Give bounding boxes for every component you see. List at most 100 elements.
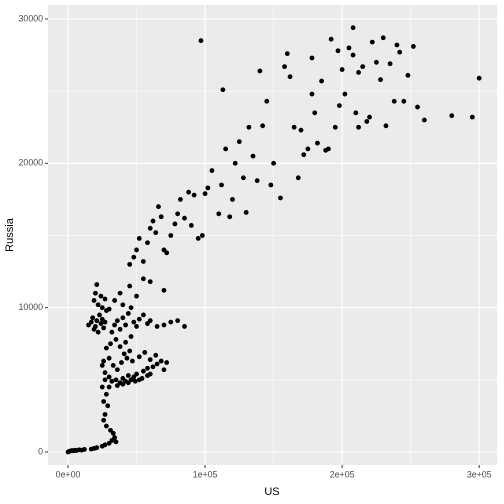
point xyxy=(172,221,178,227)
point xyxy=(410,44,416,49)
point xyxy=(136,354,142,360)
point xyxy=(127,348,133,354)
point xyxy=(103,391,109,397)
point xyxy=(134,247,139,253)
point xyxy=(108,427,113,433)
point xyxy=(356,70,361,75)
point xyxy=(236,139,242,145)
point xyxy=(147,225,153,231)
point xyxy=(134,371,139,377)
point xyxy=(119,360,124,365)
point xyxy=(103,423,109,429)
point xyxy=(309,55,315,61)
plot-panel xyxy=(48,5,497,465)
point xyxy=(112,298,118,303)
point xyxy=(120,315,126,321)
point xyxy=(346,45,352,51)
point xyxy=(101,325,107,331)
point xyxy=(241,175,246,181)
point xyxy=(250,153,256,159)
point xyxy=(209,168,215,173)
point xyxy=(106,384,112,390)
point xyxy=(139,375,145,381)
point xyxy=(123,322,128,328)
point xyxy=(105,403,111,409)
point xyxy=(295,175,301,181)
point xyxy=(182,324,187,329)
point xyxy=(136,235,142,241)
point xyxy=(140,259,146,264)
x-tick-label: 0e+00 xyxy=(56,469,81,479)
point xyxy=(117,290,123,296)
point xyxy=(177,197,183,202)
point xyxy=(298,127,304,133)
point xyxy=(112,435,118,440)
point xyxy=(380,35,386,41)
point xyxy=(124,355,130,361)
point xyxy=(102,319,108,325)
point xyxy=(268,182,274,188)
point xyxy=(145,240,150,246)
point xyxy=(102,442,108,448)
point xyxy=(114,318,120,324)
point xyxy=(106,306,112,312)
point xyxy=(397,49,403,55)
x-tick-label: 3e+05 xyxy=(467,469,492,479)
y-axis-title: Russia xyxy=(4,217,16,252)
y-tick-label: 30000 xyxy=(19,13,44,23)
point xyxy=(383,123,389,129)
point xyxy=(158,358,164,364)
point xyxy=(449,113,455,119)
point xyxy=(198,38,204,44)
point xyxy=(287,74,293,80)
point xyxy=(387,61,393,67)
point xyxy=(378,77,383,83)
point xyxy=(394,42,400,48)
point xyxy=(99,305,105,311)
point xyxy=(156,204,161,210)
y-tick-label: 20000 xyxy=(19,158,44,168)
point xyxy=(120,381,126,387)
point xyxy=(220,87,226,93)
point xyxy=(145,365,150,371)
point xyxy=(476,75,482,81)
point xyxy=(102,370,108,376)
point xyxy=(158,214,164,220)
point xyxy=(134,324,139,329)
point xyxy=(132,378,138,384)
point xyxy=(360,64,366,70)
point xyxy=(309,91,315,97)
point xyxy=(315,140,320,146)
point xyxy=(95,302,101,308)
point xyxy=(101,399,107,404)
x-tick-label: 1e+05 xyxy=(193,469,218,479)
point xyxy=(94,282,100,287)
point xyxy=(291,124,297,130)
point xyxy=(216,211,222,217)
point xyxy=(202,191,208,197)
point xyxy=(175,211,181,217)
point xyxy=(278,195,283,201)
point xyxy=(97,312,102,318)
point xyxy=(125,380,131,386)
point xyxy=(154,361,160,367)
point xyxy=(147,279,153,285)
point xyxy=(88,319,94,325)
point xyxy=(150,364,156,370)
point xyxy=(271,160,276,166)
point xyxy=(326,146,331,152)
point xyxy=(350,25,356,31)
point xyxy=(123,339,128,345)
point xyxy=(140,368,146,374)
point xyxy=(101,358,107,364)
point xyxy=(469,114,475,120)
point xyxy=(312,110,318,116)
point xyxy=(356,124,361,130)
point xyxy=(93,290,98,296)
x-axis-title: US xyxy=(264,486,279,498)
point xyxy=(98,293,104,299)
point xyxy=(319,78,324,84)
point xyxy=(131,254,137,260)
point xyxy=(117,344,123,350)
point xyxy=(114,383,120,389)
